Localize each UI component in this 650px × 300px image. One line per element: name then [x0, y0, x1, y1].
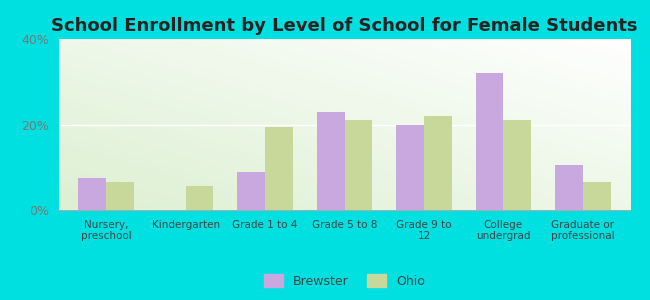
Bar — [344, 120, 372, 210]
Bar — [396, 124, 424, 210]
Bar — [424, 116, 452, 210]
Legend: Brewster, Ohio: Brewster, Ohio — [259, 269, 430, 293]
Bar — [265, 127, 293, 210]
Bar — [237, 172, 265, 210]
Bar — [503, 120, 531, 210]
Bar — [106, 182, 134, 210]
Bar — [583, 182, 610, 210]
Bar — [476, 73, 503, 210]
Bar — [555, 165, 583, 210]
Bar — [186, 187, 213, 210]
Bar — [79, 178, 106, 210]
Bar — [317, 112, 345, 210]
Title: School Enrollment by Level of School for Female Students: School Enrollment by Level of School for… — [51, 17, 638, 35]
